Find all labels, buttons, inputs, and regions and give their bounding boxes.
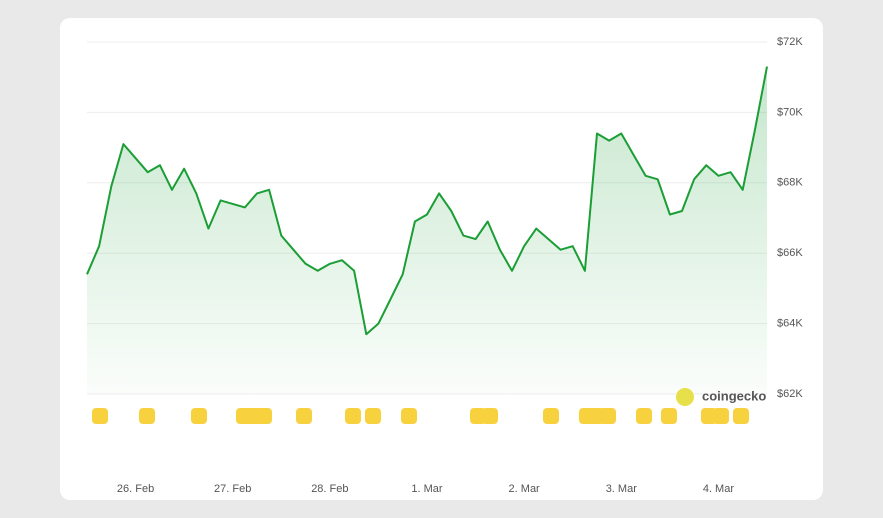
y-tick-label: $62K — [777, 388, 803, 400]
x-tick-label: 1. Mar — [411, 483, 443, 495]
y-tick-label: $68K — [777, 177, 803, 189]
x-tick-label: 3. Mar — [606, 483, 638, 495]
x-tick-label: 26. Feb — [117, 483, 154, 495]
y-tick-label: $66K — [777, 247, 803, 259]
y-tick-label: $72K — [777, 36, 803, 48]
y-tick-label: $70K — [777, 106, 803, 118]
x-tick-label: 4. Mar — [703, 483, 735, 495]
x-tick-label: 27. Feb — [214, 483, 251, 495]
x-tick-label: 28. Feb — [311, 483, 348, 495]
logo — [676, 388, 694, 406]
event-badges — [92, 408, 749, 424]
area-fill — [87, 66, 767, 394]
price-line — [86, 66, 768, 336]
y-tick-label: $64K — [777, 318, 803, 330]
x-tick-label: 2. Mar — [509, 483, 541, 495]
watermark: coingecko — [702, 388, 766, 403]
